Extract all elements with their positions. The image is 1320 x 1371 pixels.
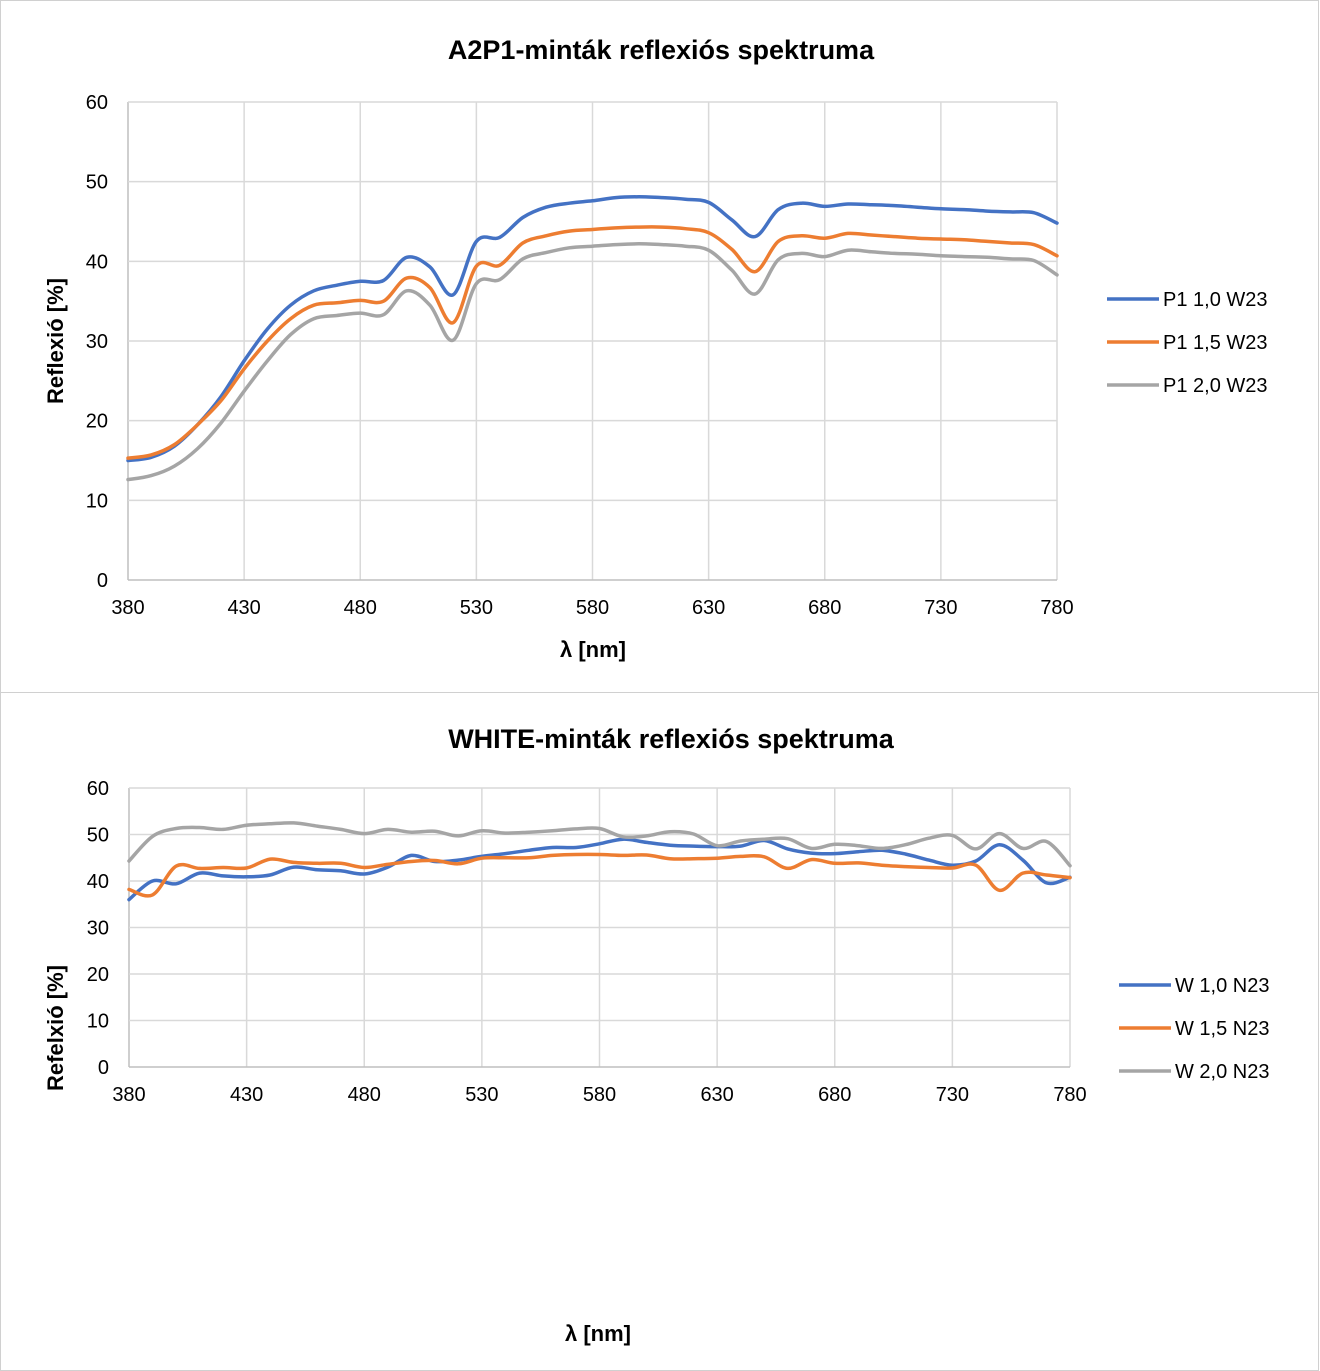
legend: P1 1,0 W23 P1 1,5 W23 P1 2,0 W23 (1107, 289, 1268, 397)
y-axis-label: Refelxió [%] (43, 965, 68, 1091)
y-tick-label: 50 (87, 825, 109, 847)
y-tick-label: 60 (87, 778, 109, 800)
x-tick-label: 680 (808, 597, 841, 619)
series-line (126, 242, 1059, 482)
y-tick-label: 10 (86, 490, 108, 512)
tick-labels: 380 430 480 530 580 630 680 730 780 0 10 20 30 40 50 60 (86, 92, 1074, 619)
legend-label: P1 1,0 W23 (1163, 289, 1268, 311)
y-tick-label: 30 (86, 331, 108, 353)
x-axis-label: λ [nm] (565, 1321, 631, 1346)
series-line (126, 225, 1059, 460)
y-axis-label: Reflexió [%] (43, 278, 68, 404)
x-tick-label: 680 (818, 1084, 851, 1106)
series-line (127, 837, 1072, 902)
y-tick-label: 40 (86, 251, 108, 273)
y-tick-label: 50 (86, 172, 108, 194)
x-tick-label: 580 (576, 597, 609, 619)
gridlines (127, 101, 1058, 581)
legend-label: P1 1,5 W23 (1163, 332, 1268, 354)
chart-svg: WHITE-minták reflexiós spektruma 380 430 4… (43, 724, 1269, 1346)
legend: W 1,0 N23 W 1,5 N23 W 2,0 N23 (1119, 975, 1269, 1083)
y-tick-label: 20 (87, 964, 109, 986)
x-tick-label: 730 (924, 597, 957, 619)
series-line (127, 821, 1072, 868)
x-tick-label: 780 (1040, 597, 1073, 619)
x-tick-label: 380 (112, 1084, 145, 1106)
chart-panel-reflection-a2p1: A2P1-minták reflexiós spektruma 380 430 48… (0, 0, 1319, 693)
chart-title: A2P1-minták reflexiós spektruma (448, 35, 875, 65)
x-tick-label: 730 (936, 1084, 969, 1106)
y-tick-label: 60 (86, 92, 108, 114)
x-tick-label: 430 (227, 597, 260, 619)
x-tick-label: 630 (692, 597, 725, 619)
chart-svg: A2P1-minták reflexiós spektruma 380 430 48… (43, 35, 1268, 662)
y-tick-label: 30 (87, 918, 109, 940)
y-tick-label: 0 (97, 570, 108, 592)
tick-labels: 380 430 480 530 580 630 680 730 780 0 10 20 30 40 50 60 (87, 778, 1087, 1106)
x-tick-label: 630 (700, 1084, 733, 1106)
x-tick-label: 530 (460, 597, 493, 619)
y-tick-label: 0 (98, 1057, 109, 1079)
x-tick-label: 430 (230, 1084, 263, 1106)
gridlines (128, 787, 1071, 1068)
x-tick-label: 530 (465, 1084, 498, 1106)
x-tick-label: 380 (111, 597, 144, 619)
legend-label: P1 2,0 W23 (1163, 375, 1268, 397)
y-tick-label: 40 (87, 871, 109, 893)
x-tick-label: 580 (583, 1084, 616, 1106)
chart-title: WHITE-minták reflexiós spektruma (448, 724, 895, 754)
chart-panel-reflection-white: WHITE-minták reflexiós spektruma 380 430 4… (0, 692, 1319, 1371)
x-tick-label: 480 (344, 597, 377, 619)
x-tick-label: 480 (348, 1084, 381, 1106)
legend-label: W 2,0 N23 (1175, 1061, 1269, 1083)
series-line (126, 195, 1059, 463)
x-tick-label: 780 (1053, 1084, 1086, 1106)
series-line (127, 852, 1072, 898)
legend-label: W 1,0 N23 (1175, 975, 1269, 997)
legend-label: W 1,5 N23 (1175, 1018, 1269, 1040)
y-tick-label: 20 (86, 411, 108, 433)
y-tick-label: 10 (87, 1011, 109, 1033)
series-lines (126, 195, 1059, 482)
series-lines (127, 821, 1072, 902)
x-axis-label: λ [nm] (560, 637, 626, 662)
